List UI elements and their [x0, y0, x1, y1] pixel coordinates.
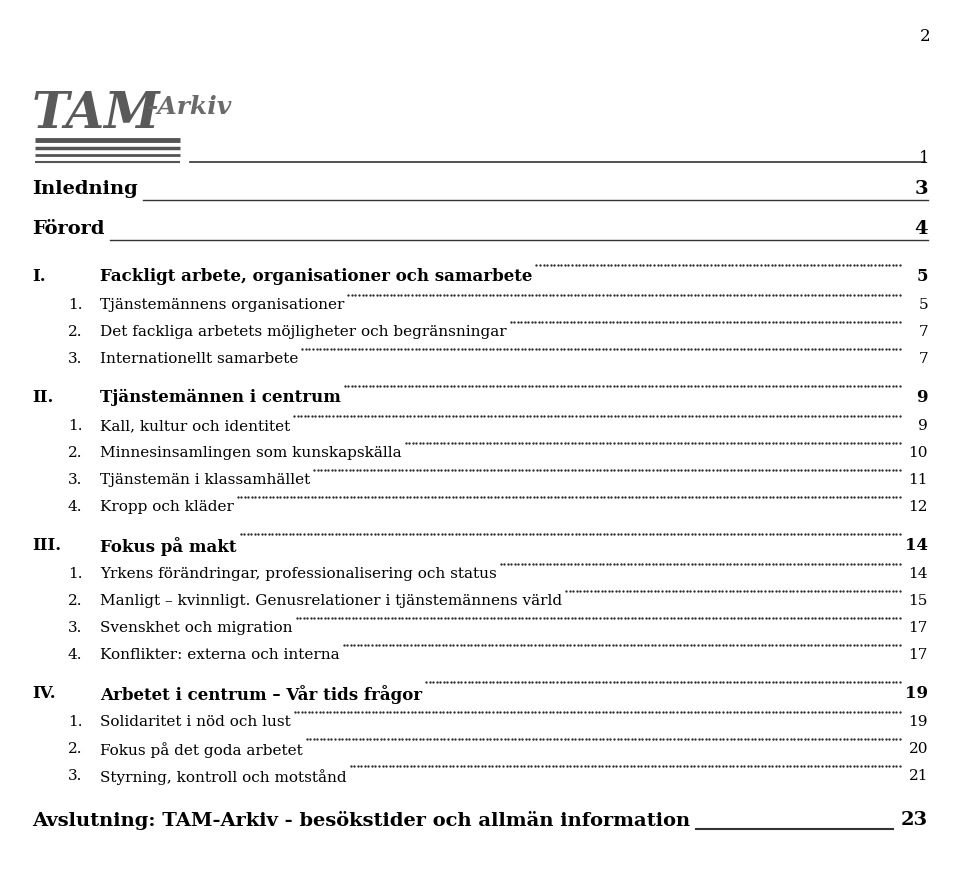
Text: 17: 17 — [908, 621, 928, 635]
Text: 2: 2 — [920, 28, 930, 45]
Text: Internationellt samarbete: Internationellt samarbete — [100, 352, 299, 366]
Text: 1.: 1. — [68, 298, 83, 312]
Text: -Arkiv: -Arkiv — [148, 95, 232, 119]
Text: Arbetet i centrum – Vår tids frågor: Arbetet i centrum – Vår tids frågor — [100, 685, 422, 704]
Text: 3.: 3. — [68, 769, 83, 783]
Text: 4.: 4. — [68, 648, 83, 662]
Text: 3: 3 — [914, 180, 928, 198]
Text: Tjänstemännens organisationer: Tjänstemännens organisationer — [100, 298, 345, 312]
Text: 11: 11 — [908, 473, 928, 487]
Text: 5: 5 — [917, 268, 928, 285]
Text: 19: 19 — [905, 685, 928, 702]
Text: 14: 14 — [905, 537, 928, 554]
Text: 2.: 2. — [68, 325, 83, 339]
Text: 3.: 3. — [68, 352, 83, 366]
Text: Avslutning: TAM-Arkiv - besökstider och allmän information: Avslutning: TAM-Arkiv - besökstider och … — [32, 811, 690, 830]
Text: Fokus på makt: Fokus på makt — [100, 537, 236, 556]
Text: Minnesinsamlingen som kunskapskälla: Minnesinsamlingen som kunskapskälla — [100, 446, 401, 460]
Text: TAM: TAM — [32, 90, 160, 139]
Text: Inledning: Inledning — [32, 180, 137, 198]
Text: 10: 10 — [908, 446, 928, 460]
Text: Solidaritet i nöd och lust: Solidaritet i nöd och lust — [100, 715, 291, 729]
Text: Manligt – kvinnligt. Genusrelationer i tjänstemännens värld: Manligt – kvinnligt. Genusrelationer i t… — [100, 594, 563, 608]
Text: 21: 21 — [908, 769, 928, 783]
Text: 1.: 1. — [68, 419, 83, 433]
Text: Svenskhet och migration: Svenskhet och migration — [100, 621, 293, 635]
Text: 15: 15 — [908, 594, 928, 608]
Text: III.: III. — [32, 537, 61, 554]
Text: Det fackliga arbetets möjligheter och begränsningar: Det fackliga arbetets möjligheter och be… — [100, 325, 507, 339]
Text: I.: I. — [32, 268, 46, 285]
Text: 7: 7 — [919, 325, 928, 339]
Text: Förord: Förord — [32, 220, 105, 238]
Text: Fackligt arbete, organisationer och samarbete: Fackligt arbete, organisationer och sama… — [100, 268, 533, 285]
Text: 1.: 1. — [68, 567, 83, 581]
Text: Konflikter: externa och interna: Konflikter: externa och interna — [100, 648, 340, 662]
Text: Styrning, kontroll och motstånd: Styrning, kontroll och motstånd — [100, 769, 347, 785]
Text: Tjänstemännen i centrum: Tjänstemännen i centrum — [100, 389, 341, 406]
Text: 17: 17 — [908, 648, 928, 662]
Text: IV.: IV. — [32, 685, 56, 702]
Text: II.: II. — [32, 389, 54, 406]
Text: 14: 14 — [908, 567, 928, 581]
Text: Kall, kultur och identitet: Kall, kultur och identitet — [100, 419, 290, 433]
Text: 19: 19 — [908, 715, 928, 729]
Text: 2.: 2. — [68, 594, 83, 608]
Text: 1: 1 — [920, 150, 930, 167]
Text: Fokus på det goda arbetet: Fokus på det goda arbetet — [100, 742, 302, 758]
Text: 23: 23 — [900, 811, 928, 829]
Text: Kropp och kläder: Kropp och kläder — [100, 500, 234, 514]
Text: 4.: 4. — [68, 500, 83, 514]
Text: 3.: 3. — [68, 621, 83, 635]
Text: 2.: 2. — [68, 446, 83, 460]
Text: Yrkens förändringar, professionalisering och status: Yrkens förändringar, professionalisering… — [100, 567, 496, 581]
Text: 1.: 1. — [68, 715, 83, 729]
Text: 3.: 3. — [68, 473, 83, 487]
Text: 2.: 2. — [68, 742, 83, 756]
Text: 5: 5 — [919, 298, 928, 312]
Text: 9: 9 — [919, 419, 928, 433]
Text: 4: 4 — [915, 220, 928, 238]
Text: 7: 7 — [919, 352, 928, 366]
Text: 9: 9 — [917, 389, 928, 406]
Text: 12: 12 — [908, 500, 928, 514]
Text: Tjänstemän i klassamhället: Tjänstemän i klassamhället — [100, 473, 310, 487]
Text: 20: 20 — [908, 742, 928, 756]
